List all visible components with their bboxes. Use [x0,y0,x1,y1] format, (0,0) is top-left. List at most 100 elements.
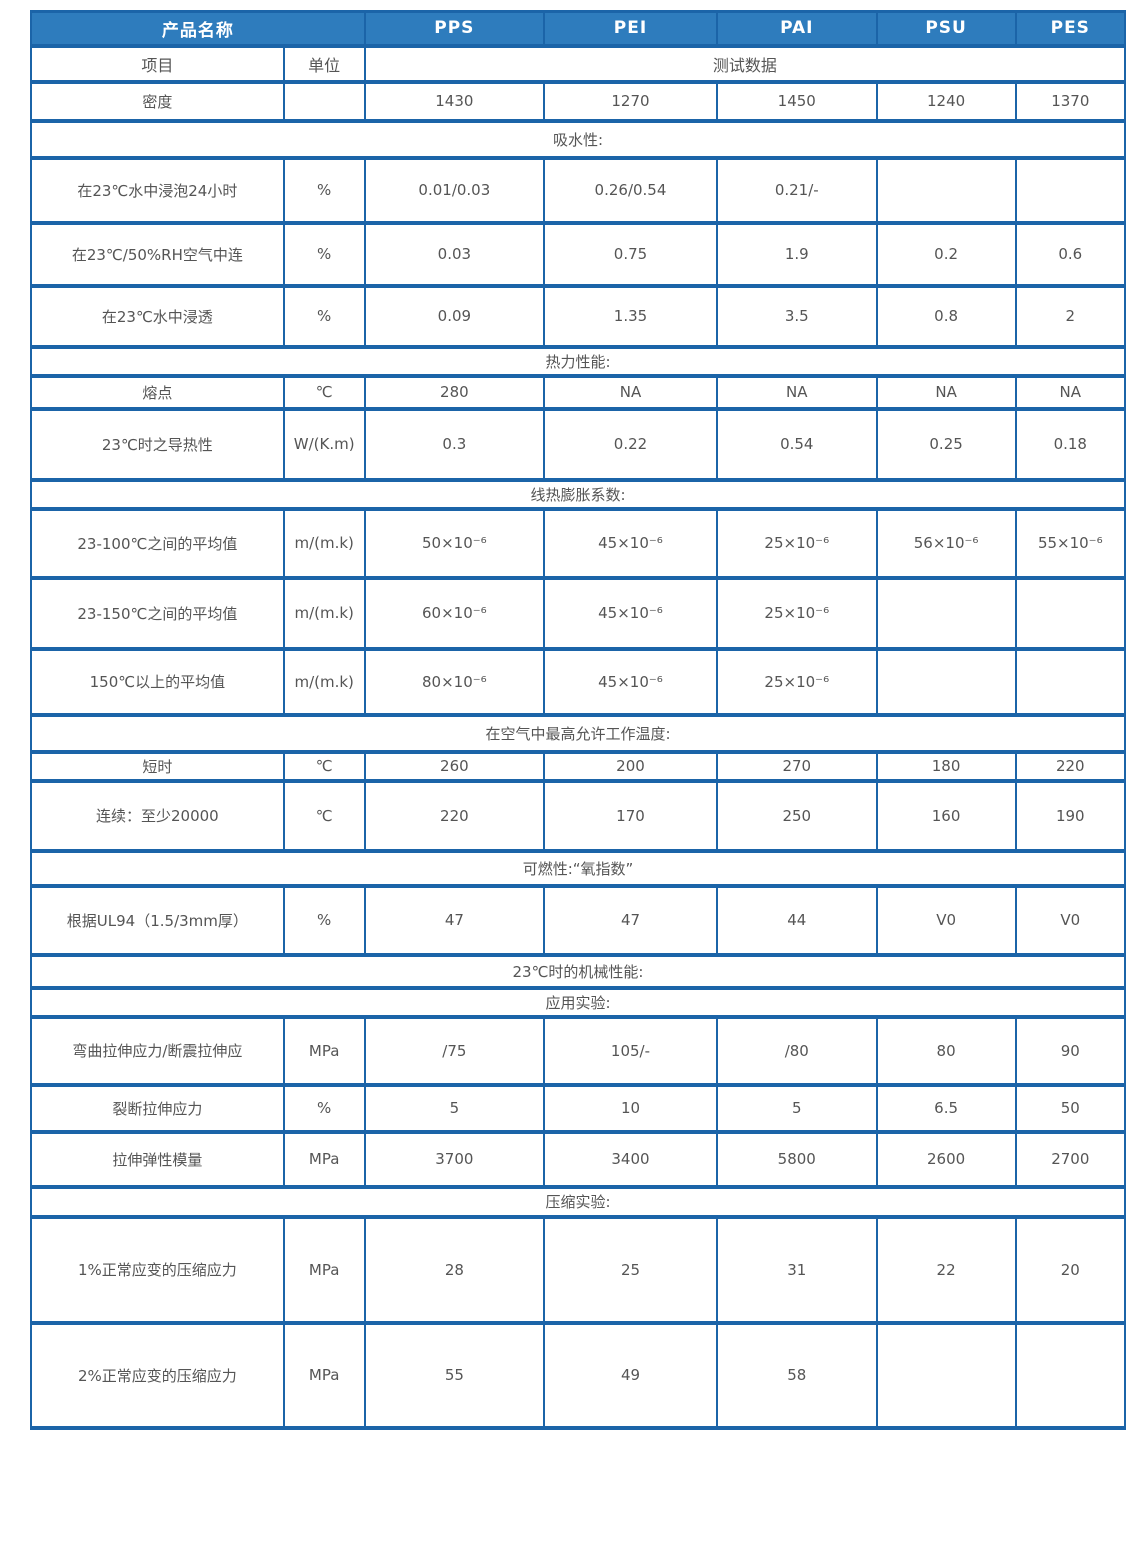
value-cell [1014,646,1127,717]
value-cell: 56×10⁻⁶ [875,506,1017,580]
value-cell: 44 [715,883,878,957]
value-cell: 0.8 [875,283,1017,349]
value-cell [875,155,1017,225]
unit-value: m/(m.k) [282,646,366,717]
value-cell: 0.22 [543,406,718,482]
value-cell: NA [1014,373,1127,411]
section-row: 吸水性: [30,118,1126,160]
unit-value: ℃ [282,778,366,853]
product-name-header: 产品名称 [30,10,366,48]
value-cell: 58 [715,1320,878,1430]
value-cell: 0.6 [1014,220,1127,288]
row-label: 弯曲拉伸应力/断震拉伸应 [30,1014,285,1087]
value-cell: 25 [543,1214,718,1325]
value-cell: 6.5 [875,1082,1017,1134]
table-row: 23℃时之导热性 W/(K.m) 0.3 0.22 0.54 0.25 0.18 [30,406,1127,482]
value-cell: 0.26/0.54 [543,155,718,225]
value-cell: 0.21/- [715,155,878,225]
unit-value: % [282,220,366,288]
section-row: 可燃性:“氧指数” [30,848,1126,888]
value-cell [875,1320,1017,1430]
value-cell: 3700 [363,1129,546,1189]
value-cell: 1430 [363,79,546,123]
row-label: 23-100℃之间的平均值 [30,506,285,580]
value-cell: 1.9 [715,220,878,288]
table-row: 熔点 ℃ 280 NA NA NA NA [30,373,1127,411]
row-label: 23℃时之导热性 [30,406,285,482]
value-cell: 45×10⁻⁶ [543,646,718,717]
row-label: 熔点 [30,373,285,411]
table-row: 密度 1430 1270 1450 1240 1370 [30,79,1127,123]
value-cell: 270 [715,749,878,783]
value-cell: 5 [363,1082,546,1134]
value-cell: 0.54 [715,406,878,482]
column-header-pes: PES [1014,10,1127,48]
column-header-pei: PEI [543,10,718,48]
unit-value: W/(K.m) [282,406,366,482]
unit-value: % [282,1082,366,1134]
row-label: 根据UL94（1.5/3mm厚） [30,883,285,957]
value-cell: 90 [1014,1014,1127,1087]
properties-table: 产品名称 PPS PEI PAI PSU PES 项目 单位 测试数据 密度 14… [30,10,1127,1430]
item-header: 项目 [30,43,285,84]
unit-value: ℃ [282,373,366,411]
table-row: 1%正常应变的压缩应力 MPa 28 25 31 22 20 [30,1214,1127,1325]
value-cell: 5800 [715,1129,878,1189]
unit-value: MPa [282,1320,366,1430]
section-label: 热力性能: [30,344,1126,378]
unit-header: 单位 [282,43,366,84]
value-cell: 0.03 [363,220,546,288]
value-cell: 31 [715,1214,878,1325]
section-row: 热力性能: [30,344,1126,378]
value-cell [875,575,1017,651]
value-cell: 0.75 [543,220,718,288]
value-cell [1014,575,1127,651]
unit-value [282,79,366,123]
unit-value: % [282,283,366,349]
value-cell [875,646,1017,717]
value-cell: NA [715,373,878,411]
value-cell: 45×10⁻⁶ [543,506,718,580]
value-cell: 60×10⁻⁶ [363,575,546,651]
row-label: 150℃以上的平均值 [30,646,285,717]
value-cell: 220 [363,778,546,853]
value-cell: NA [543,373,718,411]
value-cell: 50×10⁻⁶ [363,506,546,580]
value-cell: 50 [1014,1082,1127,1134]
value-cell: 25×10⁻⁶ [715,506,878,580]
value-cell [1014,155,1127,225]
value-cell: 220 [1014,749,1127,783]
value-cell: 0.2 [875,220,1017,288]
value-cell: 22 [875,1214,1017,1325]
value-cell: 0.18 [1014,406,1127,482]
table-row: 在23℃水中浸泡24小时% 0.01/0.03 0.26/0.54 0.21/- [30,155,1127,225]
table-row: 根据UL94（1.5/3mm厚）% 47 47 44 V0 V0 [30,883,1127,957]
value-cell: 47 [543,883,718,957]
value-cell: 0.3 [363,406,546,482]
value-cell: 2600 [875,1129,1017,1189]
row-label: 密度 [30,79,285,123]
value-cell: 180 [875,749,1017,783]
section-label: 吸水性: [30,118,1126,160]
section-label: 压缩实验: [30,1184,1126,1219]
value-cell: 28 [363,1214,546,1325]
value-cell: 47 [363,883,546,957]
value-cell: 45×10⁻⁶ [543,575,718,651]
value-cell: 25×10⁻⁶ [715,575,878,651]
test-data-header: 测试数据 [363,43,1127,84]
value-cell: 200 [543,749,718,783]
row-label: 拉伸弹性模量 [30,1129,285,1189]
value-cell: /80 [715,1014,878,1087]
value-cell: 250 [715,778,878,853]
section-label: 23℃时的机械性能: [30,952,1126,990]
table-row: 150℃以上的平均值 m/(m.k) 80×10⁻⁶ 45×10⁻⁶ 25×10⁻⁶ [30,646,1127,717]
table-row: 23-100℃之间的平均值 m/(m.k) 50×10⁻⁶ 45×10⁻⁶ 25×10⁻… [30,506,1127,580]
table-row: 裂断拉伸应力% 5 10 5 6.5 50 [30,1082,1127,1134]
value-cell: 2700 [1014,1129,1127,1189]
row-label: 短时 [30,749,285,783]
value-cell: 1450 [715,79,878,123]
table-row: 短时 ℃ 260 200 270 180 220 [30,749,1127,783]
value-cell: 1240 [875,79,1017,123]
section-row: 23℃时的机械性能: [30,952,1126,990]
